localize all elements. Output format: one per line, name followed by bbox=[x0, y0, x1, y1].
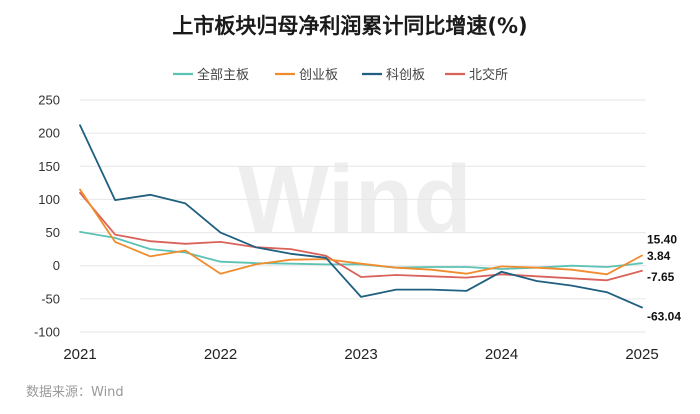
y-tick-label: 150 bbox=[38, 159, 60, 174]
x-axis: 2021 2022 2023 2024 2025 bbox=[63, 346, 658, 363]
series-line-3 bbox=[79, 191, 643, 282]
y-axis: 250 200 150 100 50 0 -50 -100 bbox=[34, 93, 60, 340]
series-line-2 bbox=[79, 124, 643, 309]
y-tick-label: 50 bbox=[46, 225, 60, 240]
y-tick-label: -50 bbox=[41, 291, 60, 306]
end-label-3: -7.65 bbox=[647, 270, 675, 284]
x-tick-label: 2024 bbox=[485, 346, 518, 363]
end-label-2: -63.04 bbox=[647, 310, 681, 324]
legend-label-0: 全部主板 bbox=[197, 67, 249, 83]
legend-label-2: 科创板 bbox=[386, 68, 425, 83]
source-note: 数据来源：Wind bbox=[26, 385, 124, 400]
plot-area bbox=[79, 124, 643, 309]
legend-label-3: 北交所 bbox=[469, 67, 508, 83]
end-label-1: 15.40 bbox=[647, 233, 677, 247]
y-tick-label: 200 bbox=[38, 126, 60, 141]
y-tick-label: 0 bbox=[53, 258, 60, 273]
gridlines bbox=[80, 99, 646, 333]
x-tick-label: 2025 bbox=[625, 346, 658, 363]
legend: 全部主板 创业板 科创板 北交所 bbox=[173, 67, 508, 83]
end-label-0: 3.84 bbox=[647, 249, 671, 263]
y-tick-label: -100 bbox=[34, 325, 60, 340]
y-tick-label: 100 bbox=[38, 192, 60, 207]
end-labels: 15.40 3.84 -7.65 -63.04 bbox=[647, 233, 681, 324]
x-tick-label: 2023 bbox=[344, 346, 377, 363]
y-tick-label: 250 bbox=[38, 93, 60, 108]
x-tick-label: 2021 bbox=[63, 346, 96, 363]
legend-label-1: 创业板 bbox=[299, 68, 338, 83]
chart-title: 上市板块归母净利润累计同比增速(%) bbox=[172, 14, 527, 38]
series-line-1 bbox=[79, 188, 643, 276]
x-tick-label: 2022 bbox=[204, 346, 237, 363]
